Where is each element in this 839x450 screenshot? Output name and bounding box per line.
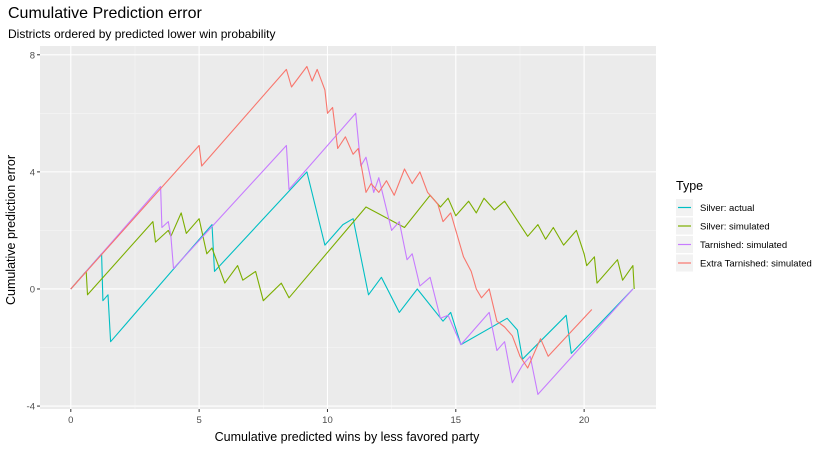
- y-axis-ticks: -4 0 4 8: [27, 50, 40, 413]
- x-tick-label: 20: [579, 415, 590, 426]
- legend: Type Silver: actual Silver: simulated Tarn…: [676, 179, 812, 272]
- x-tick-label: 15: [451, 415, 462, 426]
- legend-label: Extra Tarnished: simulated: [700, 259, 812, 270]
- y-tick-label: 0: [30, 284, 35, 295]
- y-tick-label: -4: [27, 402, 35, 413]
- x-tick-label: 5: [196, 415, 201, 426]
- legend-label: Silver: simulated: [700, 222, 770, 233]
- chart-title: Cumulative Prediction error: [8, 5, 203, 22]
- series-line-3: [70, 65, 593, 369]
- y-tick-label: 4: [30, 167, 35, 178]
- series-line-0: [70, 171, 634, 360]
- x-axis-ticks: 0 5 10 15 20: [68, 409, 589, 426]
- chart-subtitle: Districts ordered by predicted lower win…: [8, 27, 275, 41]
- x-axis-title: Cumulative predicted wins by less favore…: [215, 430, 480, 444]
- series-line-2: [70, 112, 634, 395]
- series-lines: [70, 65, 635, 395]
- major-gridlines: [40, 46, 656, 409]
- legend-label: Silver: actual: [700, 203, 754, 214]
- x-tick-label: 10: [322, 415, 333, 426]
- x-tick-label: 0: [68, 415, 73, 426]
- minor-gridlines: [40, 46, 656, 409]
- y-tick-label: 8: [30, 50, 35, 61]
- legend-label: Tarnished: simulated: [700, 240, 787, 251]
- legend-title: Type: [676, 179, 703, 193]
- y-axis-title: Cumulative prediction error: [4, 155, 18, 305]
